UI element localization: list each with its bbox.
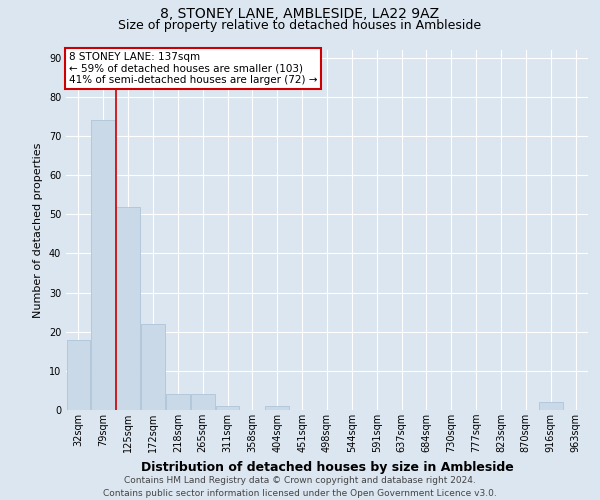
Bar bbox=[67, 340, 90, 410]
Bar bbox=[166, 394, 190, 410]
X-axis label: Distribution of detached houses by size in Ambleside: Distribution of detached houses by size … bbox=[140, 460, 514, 473]
Text: 8, STONEY LANE, AMBLESIDE, LA22 9AZ: 8, STONEY LANE, AMBLESIDE, LA22 9AZ bbox=[160, 8, 440, 22]
Bar bbox=[116, 206, 140, 410]
Bar bbox=[539, 402, 563, 410]
Bar bbox=[91, 120, 115, 410]
Text: Size of property relative to detached houses in Ambleside: Size of property relative to detached ho… bbox=[118, 18, 482, 32]
Bar bbox=[141, 324, 165, 410]
Bar bbox=[191, 394, 215, 410]
Bar bbox=[265, 406, 289, 410]
Text: 8 STONEY LANE: 137sqm
← 59% of detached houses are smaller (103)
41% of semi-det: 8 STONEY LANE: 137sqm ← 59% of detached … bbox=[68, 52, 317, 85]
Y-axis label: Number of detached properties: Number of detached properties bbox=[33, 142, 43, 318]
Text: Contains HM Land Registry data © Crown copyright and database right 2024.
Contai: Contains HM Land Registry data © Crown c… bbox=[103, 476, 497, 498]
Bar bbox=[216, 406, 239, 410]
